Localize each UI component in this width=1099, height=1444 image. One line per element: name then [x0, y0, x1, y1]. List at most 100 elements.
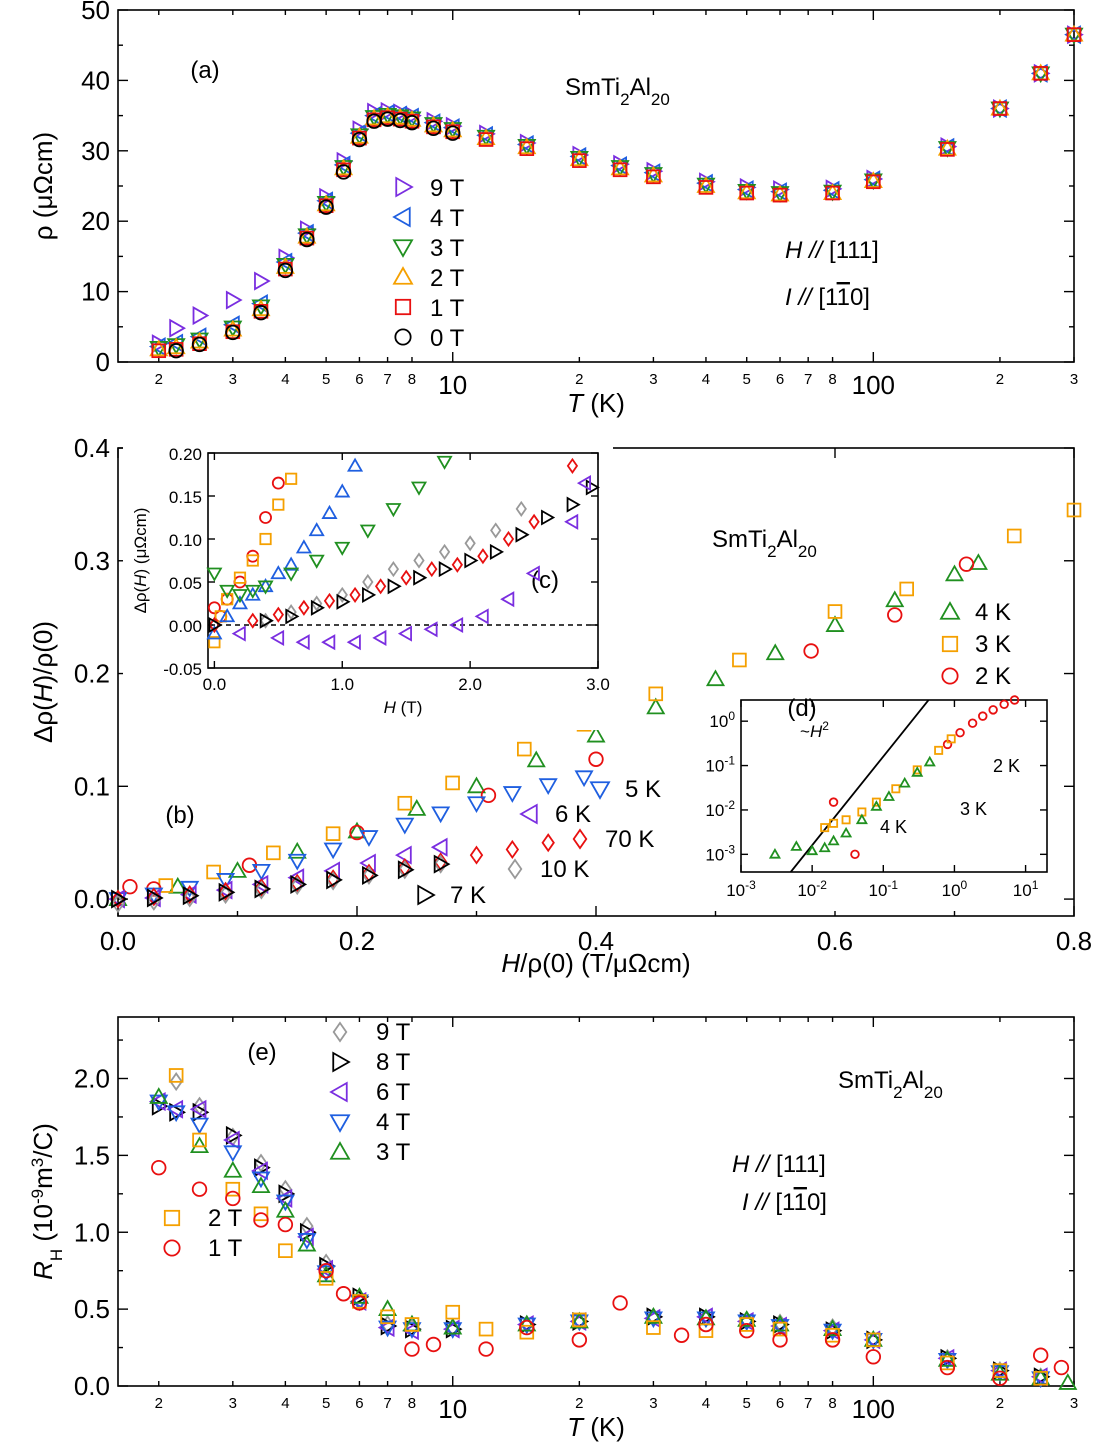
- data-point: [278, 1243, 293, 1259]
- data-point: [308, 522, 325, 537]
- data-point: [297, 226, 317, 244]
- data-point: [362, 865, 379, 885]
- data-point: [569, 149, 589, 167]
- data-point: [325, 826, 341, 841]
- series-10K: [111, 854, 448, 914]
- x-tick-label: 101: [1013, 878, 1039, 900]
- data-point: [574, 770, 594, 788]
- tick-exp: -1: [724, 754, 735, 768]
- ann-dir-end: 0]: [850, 284, 870, 311]
- inset-frame: [740, 699, 1048, 873]
- data-point: [299, 231, 315, 248]
- y-label-a: (10: [28, 1204, 58, 1249]
- data-point: [770, 1319, 790, 1336]
- x-minor-tick-label: 8: [408, 1395, 416, 1412]
- data-point: [285, 472, 298, 485]
- x-minor-tick-label: 5: [743, 371, 751, 388]
- title-part: 2: [767, 542, 776, 561]
- data-point: [192, 305, 210, 326]
- x-minor-tick-label: 3: [1070, 371, 1078, 388]
- data-point: [168, 876, 188, 894]
- data-point: [698, 1323, 714, 1338]
- data-point: [566, 457, 579, 474]
- x-axis-label: T (K): [567, 1412, 625, 1442]
- tick-base: 10: [705, 801, 724, 820]
- chart-title: SmTi2Al20: [838, 1067, 943, 1102]
- x-minor-tick-label: 5: [743, 1395, 751, 1412]
- data-point: [362, 863, 376, 883]
- tick-base: 10: [868, 881, 887, 900]
- data-point: [182, 886, 200, 906]
- data-point: [349, 586, 361, 603]
- data-point: [168, 1068, 184, 1083]
- data-point: [192, 1102, 210, 1122]
- data-point: [290, 874, 308, 894]
- data-point: [489, 543, 505, 560]
- y-tick-label: -0.05: [163, 660, 202, 679]
- tick-base: 10: [705, 757, 724, 776]
- x-tick-label: 100: [942, 878, 968, 900]
- data-point: [992, 1370, 1008, 1387]
- data-point: [208, 616, 223, 634]
- data-point: [397, 860, 415, 880]
- y-tick-label: 0.2: [74, 659, 110, 689]
- data-point: [285, 608, 300, 625]
- data-point: [517, 741, 532, 757]
- data-point: [445, 1304, 461, 1320]
- data-point: [316, 1265, 336, 1283]
- x-minor-tick-label: 2: [575, 371, 583, 388]
- y-tick-label: 0.05: [169, 574, 202, 593]
- data-point: [827, 604, 843, 619]
- data-point: [395, 817, 415, 835]
- data-point: [326, 869, 340, 889]
- y-tick-label: 0.3: [74, 546, 110, 576]
- ann-dir: [111]: [769, 1151, 825, 1178]
- data-point: [1033, 1371, 1048, 1386]
- data-point: [923, 755, 936, 767]
- data-point: [445, 775, 460, 791]
- data-point: [253, 1212, 269, 1228]
- tick-exp: 0: [961, 878, 968, 892]
- tick-exp: -2: [816, 878, 827, 892]
- data-point: [149, 339, 169, 357]
- x-minor-tick-label: 2: [996, 1395, 1004, 1412]
- data-point: [612, 162, 628, 178]
- x-tick-label: 0.0: [100, 926, 136, 956]
- x-minor-tick-label: 8: [828, 371, 836, 388]
- title-part: Al: [630, 74, 651, 101]
- data-point: [318, 1262, 334, 1279]
- x-tick-label: 0.8: [1056, 926, 1092, 956]
- data-point: [423, 115, 444, 133]
- data-point: [576, 475, 591, 492]
- ann-par: //: [749, 1189, 771, 1216]
- data-point: [939, 1359, 956, 1376]
- data-point: [207, 601, 221, 615]
- series-4K: [768, 755, 936, 859]
- data-point: [737, 182, 757, 200]
- ann-dir: [1: [769, 1189, 795, 1216]
- data-point: [891, 784, 901, 794]
- data-point: [770, 184, 790, 202]
- data-point: [1058, 1373, 1078, 1390]
- ann-dir-bar: 1: [837, 284, 850, 311]
- legend-label: 1 T: [430, 295, 465, 322]
- data-point: [790, 840, 803, 851]
- data-point: [1032, 1347, 1049, 1363]
- legend-label: 3 T: [430, 235, 465, 262]
- ann-i: I: [742, 1189, 749, 1216]
- tick-base: 10: [726, 881, 745, 900]
- ann-par: //: [802, 237, 824, 264]
- data-point: [219, 584, 236, 599]
- data-point: [1066, 27, 1082, 42]
- data-point: [215, 873, 236, 890]
- data-point: [223, 1130, 240, 1150]
- legend-marker: [332, 1051, 351, 1073]
- x-minor-tick-label: 3: [649, 371, 657, 388]
- data-point: [410, 481, 428, 496]
- tick-exp: -3: [745, 878, 756, 892]
- data-point: [253, 305, 269, 321]
- label-marker: [939, 601, 961, 620]
- data-point: [1006, 528, 1022, 544]
- series-5K: [206, 455, 453, 604]
